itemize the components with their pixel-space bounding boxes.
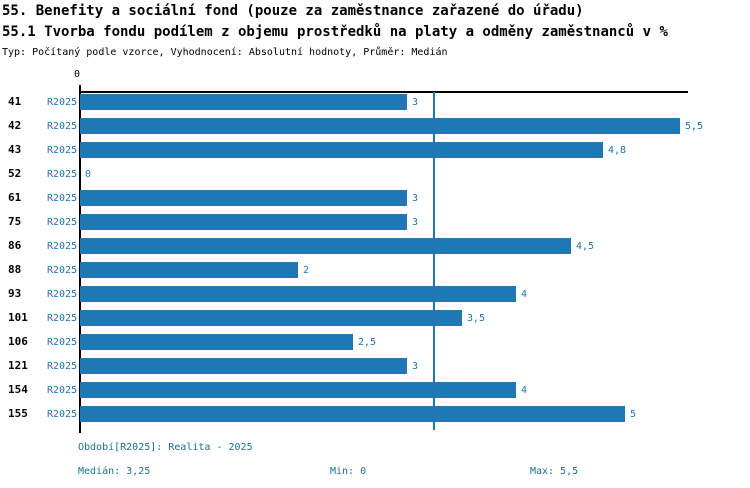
row-category-label: 121 <box>8 359 28 372</box>
bar-row: 42 R2025 5,5 <box>0 118 750 134</box>
bar-row: 52 R2025 0 <box>0 166 750 182</box>
bar <box>80 358 407 374</box>
bar-value-label: 4 <box>521 385 528 396</box>
row-series-label: R2025 <box>47 121 78 132</box>
bar-value-label: 2 <box>303 265 310 276</box>
bar-value-label: 4,8 <box>608 145 627 156</box>
row-category-label: 88 <box>8 263 22 276</box>
row-category-label: 41 <box>8 95 22 108</box>
bar-row: 41 R2025 3 <box>0 94 750 110</box>
bar <box>80 118 680 134</box>
report-subtitle: Typ: Počítaný podle vzorce, Vyhodnocení:… <box>2 47 448 58</box>
bar <box>80 190 407 206</box>
bar <box>80 382 516 398</box>
median-label: Medián: 3,25 <box>78 466 151 477</box>
row-category-label: 86 <box>8 239 22 252</box>
max-label: Max: 5,5 <box>530 466 579 477</box>
median-reference-line <box>433 92 435 430</box>
bar-row: 155 R2025 5 <box>0 406 750 422</box>
bar-value-label: 5 <box>630 409 637 420</box>
bar <box>80 94 407 110</box>
row-series-label: R2025 <box>47 385 78 396</box>
row-series-label: R2025 <box>47 169 78 180</box>
bar-row: 154 R2025 4 <box>0 382 750 398</box>
bar-value-label: 4,5 <box>576 241 595 252</box>
bar <box>80 286 516 302</box>
bar-value-label: 3 <box>412 217 419 228</box>
bar <box>80 142 603 158</box>
x-axis-line <box>79 91 688 93</box>
report-title-line1: 55. Benefity a sociální fond (pouze za z… <box>2 3 584 19</box>
bar-row: 75 R2025 3 <box>0 214 750 230</box>
bar <box>80 262 298 278</box>
bar-row: 86 R2025 4,5 <box>0 238 750 254</box>
bar-row: 88 R2025 2 <box>0 262 750 278</box>
y-axis-line <box>79 85 81 433</box>
row-series-label: R2025 <box>47 337 78 348</box>
bar-value-label: 0 <box>85 169 92 180</box>
row-category-label: 43 <box>8 143 22 156</box>
row-category-label: 52 <box>8 167 22 180</box>
row-category-label: 154 <box>8 383 28 396</box>
bar-row: 93 R2025 4 <box>0 286 750 302</box>
bar <box>80 310 462 326</box>
bar-row: 61 R2025 3 <box>0 190 750 206</box>
row-category-label: 75 <box>8 215 22 228</box>
bar-value-label: 3,5 <box>467 313 486 324</box>
row-series-label: R2025 <box>47 97 78 108</box>
bar-value-label: 3 <box>412 361 419 372</box>
row-series-label: R2025 <box>47 217 78 228</box>
bar-row: 43 R2025 4,8 <box>0 142 750 158</box>
period-label: Období[R2025]: Realita - 2025 <box>78 442 253 453</box>
row-category-label: 93 <box>8 287 22 300</box>
row-series-label: R2025 <box>47 265 78 276</box>
row-series-label: R2025 <box>47 145 78 156</box>
row-series-label: R2025 <box>47 241 78 252</box>
bar-row: 106 R2025 2,5 <box>0 334 750 350</box>
bar <box>80 334 353 350</box>
row-category-label: 106 <box>8 335 28 348</box>
min-label: Min: 0 <box>330 466 367 477</box>
bar <box>80 238 571 254</box>
bar-row: 101 R2025 3,5 <box>0 310 750 326</box>
bar <box>80 214 407 230</box>
x-axis-zero-tick-label: 0 <box>74 69 81 80</box>
row-category-label: 101 <box>8 311 28 324</box>
row-category-label: 61 <box>8 191 22 204</box>
bar-value-label: 3 <box>412 97 419 108</box>
row-series-label: R2025 <box>47 313 78 324</box>
row-series-label: R2025 <box>47 193 78 204</box>
report-title-line2: 55.1 Tvorba fondu podílem z objemu prost… <box>2 24 668 40</box>
bar-value-label: 5,5 <box>685 121 704 132</box>
bar-value-label: 2,5 <box>358 337 377 348</box>
row-category-label: 155 <box>8 407 28 420</box>
bar-value-label: 3 <box>412 193 419 204</box>
bar-value-label: 4 <box>521 289 528 300</box>
bar <box>80 406 625 422</box>
row-series-label: R2025 <box>47 361 78 372</box>
row-series-label: R2025 <box>47 409 78 420</box>
bar-row: 121 R2025 3 <box>0 358 750 374</box>
row-category-label: 42 <box>8 119 22 132</box>
row-series-label: R2025 <box>47 289 78 300</box>
